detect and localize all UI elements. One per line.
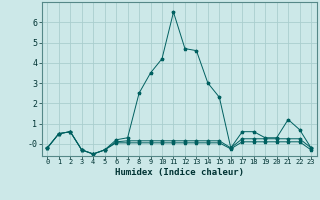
X-axis label: Humidex (Indice chaleur): Humidex (Indice chaleur) — [115, 168, 244, 177]
